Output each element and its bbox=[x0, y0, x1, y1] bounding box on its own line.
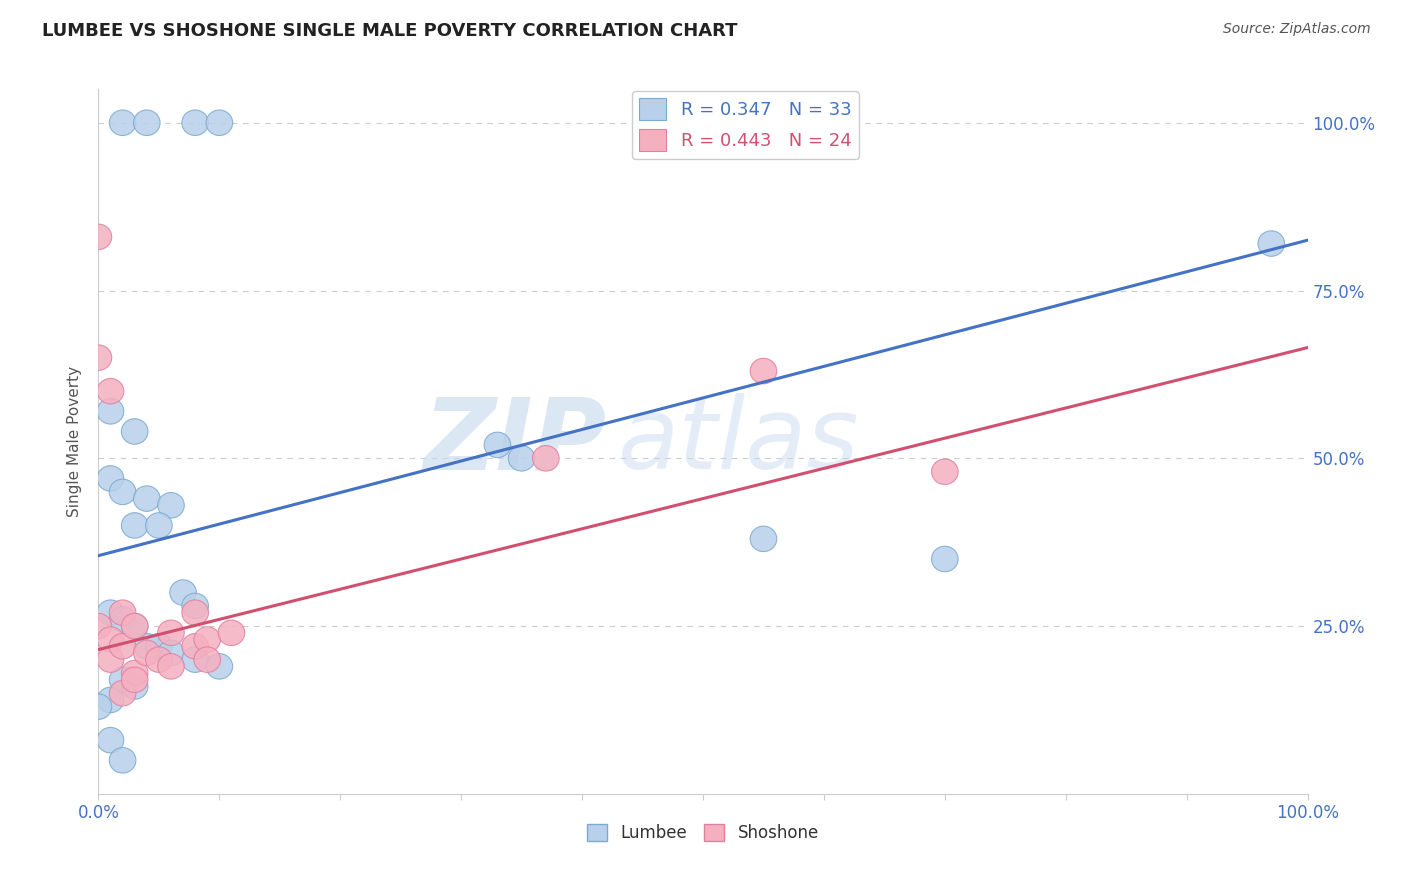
Text: LUMBEE VS SHOSHONE SINGLE MALE POVERTY CORRELATION CHART: LUMBEE VS SHOSHONE SINGLE MALE POVERTY C… bbox=[42, 22, 738, 40]
Ellipse shape bbox=[1258, 231, 1285, 256]
Ellipse shape bbox=[97, 600, 124, 625]
Legend: Lumbee, Shoshone: Lumbee, Shoshone bbox=[581, 817, 825, 849]
Y-axis label: Single Male Poverty: Single Male Poverty bbox=[67, 366, 83, 517]
Ellipse shape bbox=[207, 654, 232, 679]
Ellipse shape bbox=[110, 633, 136, 659]
Ellipse shape bbox=[121, 673, 148, 699]
Ellipse shape bbox=[134, 640, 160, 665]
Ellipse shape bbox=[110, 667, 136, 692]
Ellipse shape bbox=[157, 654, 184, 679]
Ellipse shape bbox=[97, 728, 124, 753]
Ellipse shape bbox=[194, 647, 221, 673]
Ellipse shape bbox=[218, 620, 245, 646]
Ellipse shape bbox=[97, 378, 124, 404]
Ellipse shape bbox=[97, 687, 124, 713]
Ellipse shape bbox=[146, 633, 172, 659]
Ellipse shape bbox=[121, 660, 148, 686]
Ellipse shape bbox=[932, 546, 957, 572]
Ellipse shape bbox=[194, 627, 221, 652]
Ellipse shape bbox=[97, 399, 124, 424]
Ellipse shape bbox=[751, 526, 776, 551]
Ellipse shape bbox=[533, 446, 560, 471]
Ellipse shape bbox=[97, 627, 124, 652]
Ellipse shape bbox=[110, 600, 136, 625]
Ellipse shape bbox=[157, 492, 184, 518]
Ellipse shape bbox=[86, 224, 111, 250]
Ellipse shape bbox=[181, 633, 208, 659]
Ellipse shape bbox=[110, 607, 136, 632]
Ellipse shape bbox=[86, 614, 111, 639]
Text: Source: ZipAtlas.com: Source: ZipAtlas.com bbox=[1223, 22, 1371, 37]
Ellipse shape bbox=[181, 647, 208, 673]
Ellipse shape bbox=[110, 681, 136, 706]
Ellipse shape bbox=[181, 593, 208, 619]
Ellipse shape bbox=[181, 110, 208, 136]
Ellipse shape bbox=[97, 647, 124, 673]
Ellipse shape bbox=[170, 580, 197, 606]
Text: atlas: atlas bbox=[619, 393, 860, 490]
Ellipse shape bbox=[110, 110, 136, 136]
Ellipse shape bbox=[146, 513, 172, 538]
Ellipse shape bbox=[121, 614, 148, 639]
Ellipse shape bbox=[157, 620, 184, 646]
Ellipse shape bbox=[86, 345, 111, 370]
Ellipse shape bbox=[509, 446, 534, 471]
Ellipse shape bbox=[121, 667, 148, 692]
Ellipse shape bbox=[97, 466, 124, 491]
Ellipse shape bbox=[110, 479, 136, 505]
Ellipse shape bbox=[932, 459, 957, 484]
Ellipse shape bbox=[134, 110, 160, 136]
Text: ZIP: ZIP bbox=[423, 393, 606, 490]
Ellipse shape bbox=[207, 110, 232, 136]
Ellipse shape bbox=[181, 600, 208, 625]
Ellipse shape bbox=[86, 694, 111, 719]
Ellipse shape bbox=[484, 432, 510, 458]
Ellipse shape bbox=[146, 647, 172, 673]
Ellipse shape bbox=[134, 486, 160, 511]
Ellipse shape bbox=[110, 747, 136, 773]
Ellipse shape bbox=[121, 614, 148, 639]
Ellipse shape bbox=[121, 418, 148, 444]
Ellipse shape bbox=[134, 633, 160, 659]
Ellipse shape bbox=[157, 640, 184, 665]
Ellipse shape bbox=[751, 359, 776, 384]
Ellipse shape bbox=[121, 513, 148, 538]
